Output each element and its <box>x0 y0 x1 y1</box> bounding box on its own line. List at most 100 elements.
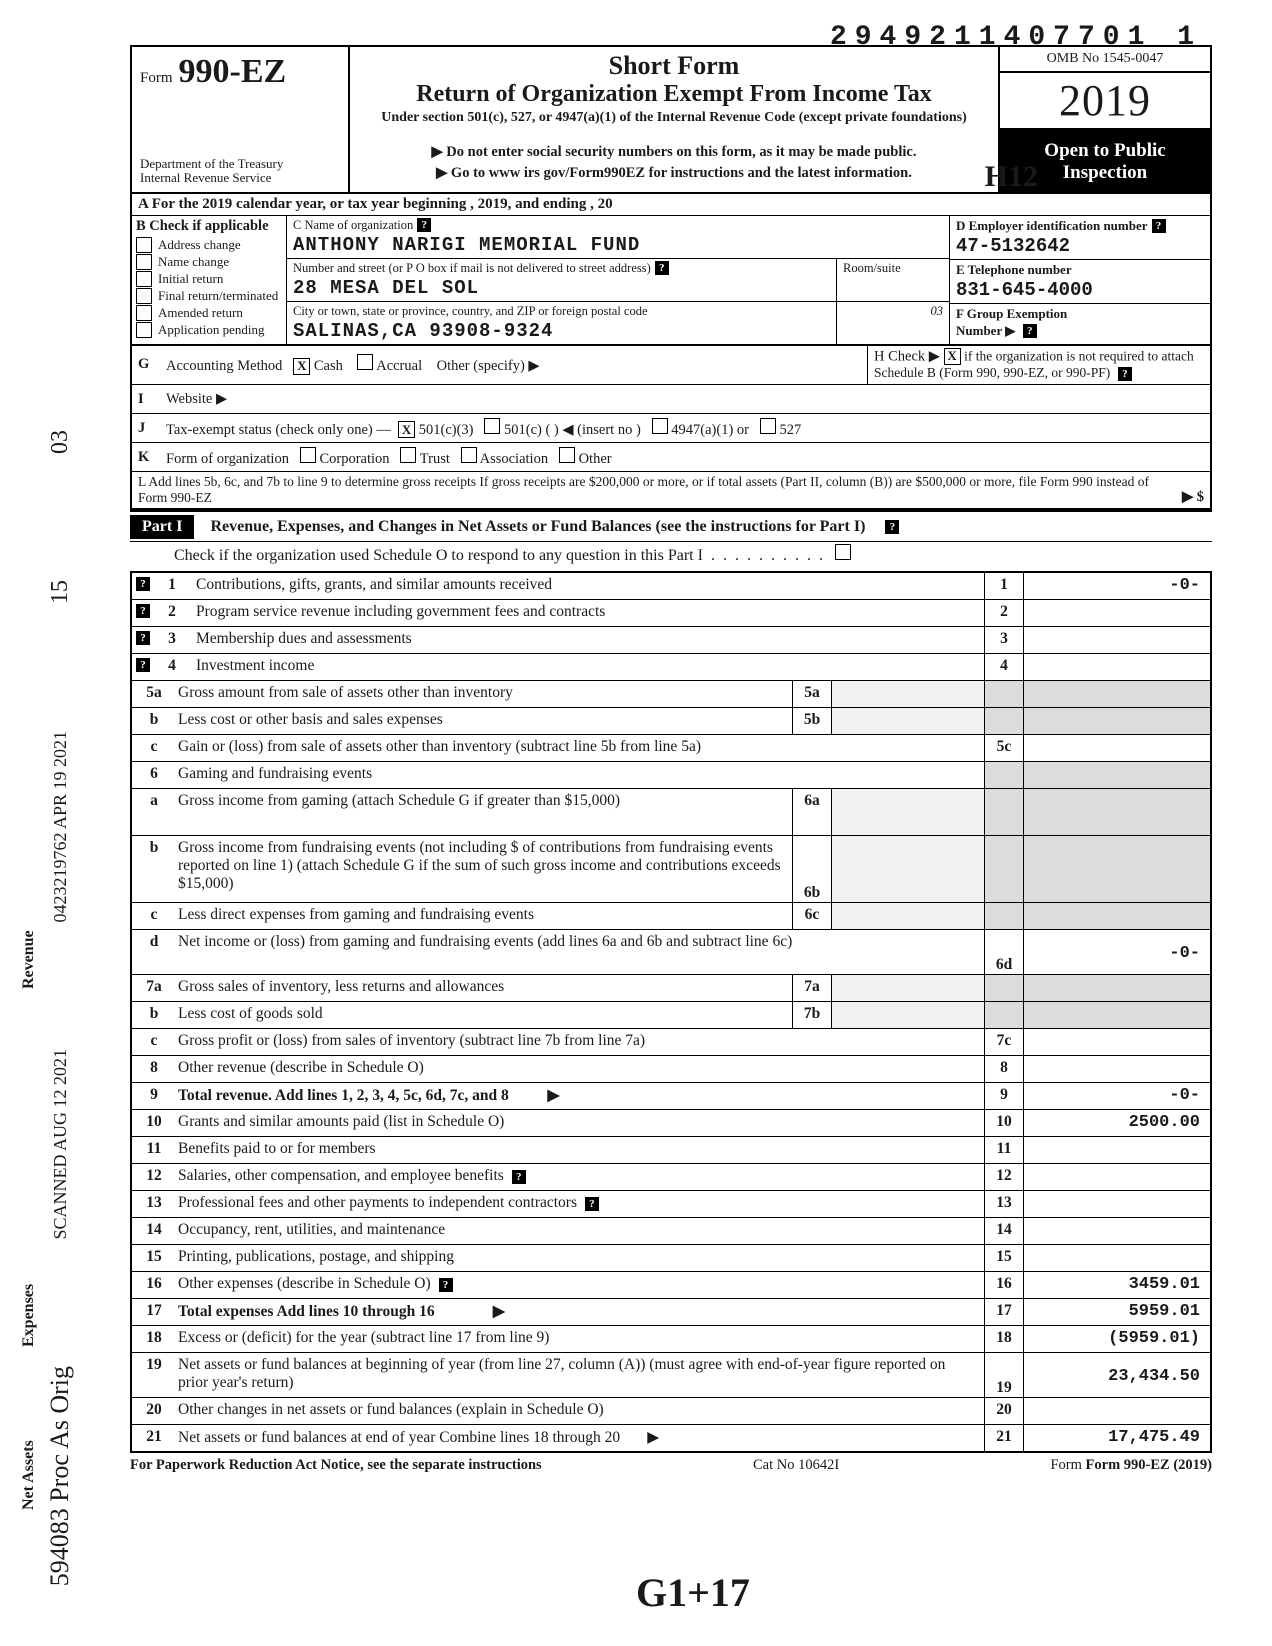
room-suite-label: Room/suite <box>836 259 949 301</box>
chk-501c3[interactable]: X <box>398 421 415 438</box>
chk-4947[interactable] <box>652 418 668 434</box>
chk-501c[interactable] <box>484 418 500 434</box>
sidecat-netassets: Net Assets <box>20 1420 44 1530</box>
help-icon[interactable]: ? <box>417 218 431 232</box>
lbl-527: 527 <box>780 422 802 438</box>
chk-other-org[interactable] <box>559 447 575 463</box>
shade <box>1023 836 1210 902</box>
ln3-val <box>1023 627 1210 653</box>
shade <box>984 1002 1023 1028</box>
help-icon[interactable]: ? <box>655 261 669 275</box>
shade <box>984 789 1023 835</box>
header-left: Form 990-EZ Department of the Treasury I… <box>132 47 350 192</box>
shade <box>984 708 1023 734</box>
ln17-num: 17 <box>132 1299 176 1325</box>
ln13-col: 13 <box>984 1191 1023 1217</box>
hand-03: 03 <box>47 430 74 454</box>
ln6c-mini <box>831 903 984 929</box>
chk-cash[interactable]: X <box>293 358 310 375</box>
chk-sched-o[interactable] <box>835 544 851 560</box>
ln15-text: Printing, publications, postage, and shi… <box>176 1245 984 1271</box>
shade <box>1023 903 1210 929</box>
ln5b-mini <box>831 708 984 734</box>
shade <box>984 836 1023 902</box>
ln5b-num: b <box>132 708 176 734</box>
shade <box>1023 789 1210 835</box>
ln11-text: Benefits paid to or for members <box>176 1137 984 1163</box>
help-icon[interactable]: ? <box>136 604 150 618</box>
ln2-num: 2 <box>150 600 194 626</box>
help-icon[interactable]: ? <box>885 520 899 534</box>
help-icon[interactable]: ? <box>1023 324 1037 338</box>
ln6d-val: -0- <box>1023 930 1210 974</box>
ln6d-text: Net income or (loss) from gaming and fun… <box>176 930 984 974</box>
ln20-num: 20 <box>132 1398 176 1424</box>
lbl-initial-return: Initial return <box>158 271 223 287</box>
ln19-val: 23,434.50 <box>1023 1353 1210 1397</box>
chk-address-change[interactable] <box>136 237 152 253</box>
ln15-val <box>1023 1245 1210 1271</box>
left-gutter-handwriting: 03 15 0423219762 APR 19 2021 SCANNED AUG… <box>0 430 120 1586</box>
ln9-num: 9 <box>132 1083 176 1109</box>
chk-assoc[interactable] <box>461 447 477 463</box>
ln7c-text: Gross profit or (loss) from sales of inv… <box>176 1029 984 1055</box>
ln10-num: 10 <box>132 1110 176 1136</box>
ln6b-text: Gross income from fundraising events (no… <box>176 836 792 902</box>
footer-right: Form Form 990-EZ (2019) <box>1050 1457 1212 1474</box>
ln15-col: 15 <box>984 1245 1023 1271</box>
help-icon[interactable]: ? <box>136 577 150 591</box>
help-icon[interactable]: ? <box>439 1278 453 1292</box>
ln7a-num: 7a <box>132 975 176 1001</box>
chk-h[interactable]: X <box>944 348 961 365</box>
ln7c-val <box>1023 1029 1210 1055</box>
ln1-text: Contributions, gifts, grants, and simila… <box>194 573 984 599</box>
help-icon[interactable]: ? <box>512 1170 526 1184</box>
chk-application-pending[interactable] <box>136 322 152 338</box>
ln1-num: 1 <box>150 573 194 599</box>
ident-block: B Check if applicable Address change Nam… <box>130 216 1212 346</box>
chk-corp[interactable] <box>300 447 316 463</box>
chk-527[interactable] <box>760 418 776 434</box>
ln19-num: 19 <box>132 1353 176 1397</box>
ln14-num: 14 <box>132 1218 176 1244</box>
ln6b-mini <box>831 836 984 902</box>
part1-title: Revenue, Expenses, and Changes in Net As… <box>210 518 865 536</box>
ln2-col: 2 <box>984 600 1023 626</box>
addr-label: Number and street (or P O box if mail is… <box>293 261 651 275</box>
chk-final-return[interactable] <box>136 288 152 304</box>
footer-right-text: Form 990-EZ (2019) <box>1086 1457 1212 1473</box>
shade <box>984 681 1023 707</box>
chk-amended-return[interactable] <box>136 305 152 321</box>
help-icon[interactable]: ? <box>136 631 150 645</box>
form-number: 990-EZ <box>179 53 287 91</box>
help-icon[interactable]: ? <box>136 658 150 672</box>
lbl-4947: 4947(a)(1) or <box>671 422 749 438</box>
ln10-text: Grants and similar amounts paid (list in… <box>176 1110 984 1136</box>
chk-initial-return[interactable] <box>136 271 152 287</box>
ln12-col: 12 <box>984 1164 1023 1190</box>
j-label: Tax-exempt status (check only one) — <box>166 422 391 438</box>
ln17-val: 5959.01 <box>1023 1299 1210 1325</box>
ln6b-num: b <box>132 836 176 902</box>
ln7b-text: Less cost of goods sold <box>176 1002 792 1028</box>
lbl-501c3: 501(c)(3) <box>419 422 474 438</box>
shade <box>984 903 1023 929</box>
lbl-501c: 501(c) ( ) ◀ (insert no ) <box>504 422 641 438</box>
b-label: B Check if applicable <box>136 218 282 235</box>
chk-trust[interactable] <box>400 447 416 463</box>
help-icon[interactable]: ? <box>1152 219 1166 233</box>
ln18-num: 18 <box>132 1326 176 1352</box>
part1-sub-text: Check if the organization used Schedule … <box>174 547 703 564</box>
chk-accrual[interactable] <box>357 354 373 370</box>
ln7a-mini <box>831 975 984 1001</box>
help-icon[interactable]: ? <box>585 1197 599 1211</box>
ln4-text: Investment income <box>194 654 984 680</box>
g-label: Accounting Method <box>166 358 282 374</box>
chk-name-change[interactable] <box>136 254 152 270</box>
lbl-final-return: Final return/terminated <box>158 288 278 304</box>
shade <box>1023 681 1210 707</box>
help-icon[interactable]: ? <box>1118 367 1132 381</box>
ln1-col: 1 <box>984 573 1023 599</box>
ln7b-mini <box>831 1002 984 1028</box>
ln9-text: Total revenue. Add lines 1, 2, 3, 4, 5c,… <box>178 1087 509 1104</box>
